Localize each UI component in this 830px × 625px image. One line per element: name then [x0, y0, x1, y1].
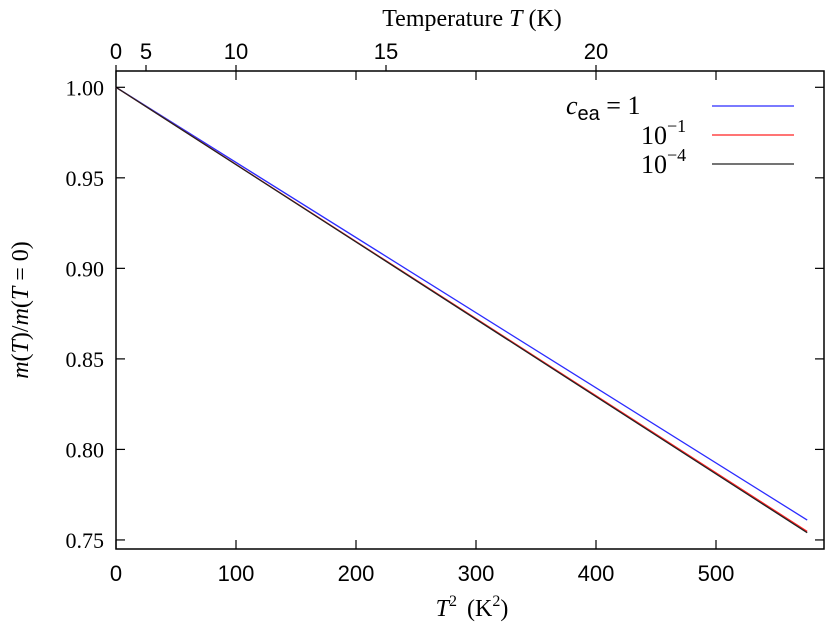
x-axis-title-sup: 2 — [449, 593, 457, 610]
y-tick-label: 0.75 — [66, 528, 105, 553]
x-axis-title-unit-close: ) — [500, 596, 508, 622]
plot-frame — [115, 70, 825, 550]
x-tick-label: 400 — [578, 561, 615, 586]
top-axis: 0 5 10 15 20 — [110, 39, 608, 71]
top-axis-title-text: Temperature — [382, 6, 509, 32]
x-axis-title: T2 (K2) — [436, 593, 509, 622]
series-line-1 — [115, 86, 808, 521]
legend-label-series-2: 10−1 — [641, 116, 686, 150]
y-tick-label: 1.00 — [66, 75, 105, 100]
x-tick-label: 500 — [698, 561, 735, 586]
y-tick-label: 0.85 — [66, 347, 105, 372]
legend-title-symbol: c — [566, 91, 578, 120]
x-tick-label: 100 — [218, 561, 255, 586]
y-tick-label: 0.95 — [66, 166, 105, 191]
x-axis-title-symbol: T — [436, 596, 451, 622]
series-line-3 — [115, 86, 808, 534]
x-tick-label: 200 — [338, 561, 375, 586]
x-axis-title-unit: (K — [461, 596, 493, 622]
top-tick-label: 15 — [374, 39, 398, 64]
y-axis-title: m(T)/m(T = 0) — [8, 241, 34, 379]
series-layer — [115, 86, 808, 534]
legend: cea = 1 10−1 10−4 — [566, 91, 794, 179]
legend-label-series-3-exp: −4 — [667, 145, 686, 165]
top-axis-title: Temperature T (K) — [382, 6, 562, 32]
top-tick-label: 10 — [224, 39, 248, 64]
legend-label-series-3-base: 10 — [641, 150, 667, 179]
legend-title: cea = 1 — [566, 91, 640, 125]
y-tick-label: 0.90 — [66, 256, 105, 281]
legend-label-series-2-base: 10 — [641, 121, 667, 150]
legend-title-suffix: = 1 — [600, 91, 641, 120]
top-tick-label: 0 — [110, 39, 122, 64]
legend-title-subscript: ea — [578, 103, 601, 125]
top-tick-label: 5 — [140, 39, 152, 64]
top-axis-title-symbol: T — [509, 6, 524, 32]
left-axis: 0.75 0.80 0.85 0.90 0.95 1.00 — [66, 75, 824, 553]
bottom-axis: 0 100 200 300 400 500 — [110, 71, 734, 586]
top-tick-label: 20 — [584, 39, 608, 64]
y-tick-label: 0.80 — [66, 437, 105, 462]
x-tick-label: 0 — [110, 561, 122, 586]
legend-label-series-3: 10−4 — [641, 145, 686, 179]
legend-label-series-2-exp: −1 — [667, 116, 686, 136]
x-tick-label: 300 — [458, 561, 495, 586]
top-axis-title-unit: (K) — [522, 6, 561, 32]
x-axis-title-unit-sup: 2 — [492, 593, 500, 610]
